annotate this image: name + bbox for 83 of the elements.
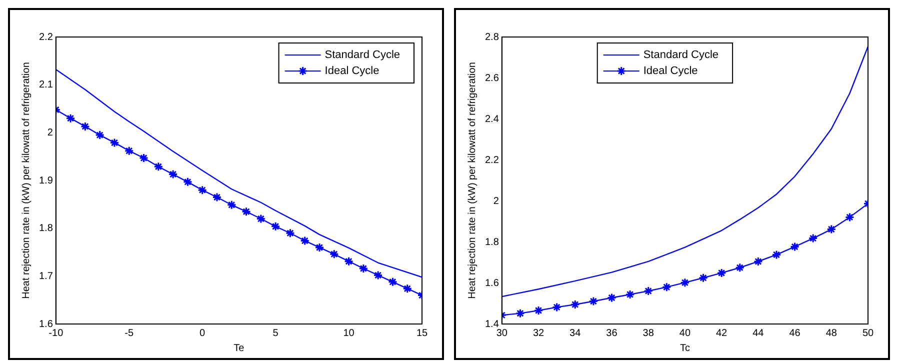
y-tick-label: 1.7: [38, 270, 54, 282]
point: [154, 162, 164, 172]
y-axis-title: Heat rejection rate in (kW) per kilowatt of refrigeration: [20, 62, 32, 299]
point: [534, 306, 544, 316]
point: [790, 242, 800, 252]
y-tick-label: 2.1: [38, 80, 54, 91]
point: [242, 206, 252, 216]
point: [358, 264, 368, 274]
y-tick-label: 2.2: [38, 32, 54, 43]
point: [80, 122, 90, 132]
x-tick-label: -5: [124, 328, 134, 339]
point: [226, 200, 236, 210]
point: [300, 236, 310, 246]
y-tick-label: 1.6: [484, 278, 500, 289]
point: [735, 262, 745, 272]
point: [314, 242, 324, 252]
y-tick-label: 1.4: [484, 318, 500, 330]
point: [680, 278, 690, 288]
point: [625, 290, 635, 300]
x-tick-label: 50: [862, 328, 874, 339]
point: [198, 185, 208, 195]
legend-label: Ideal Cycle: [643, 65, 698, 78]
point: [515, 308, 525, 318]
point: [373, 270, 383, 280]
x-tick-label: 40: [679, 328, 691, 339]
y-tick-label: 1.9: [38, 175, 54, 186]
y-tick-label: 1.8: [38, 223, 54, 234]
y-axis-title: Heat rejection rate in (kW) per kilowatt of refrigeration: [466, 62, 478, 299]
point: [753, 256, 763, 266]
x-tick-label: 10: [343, 328, 355, 339]
y-tick-label: 2: [47, 127, 54, 138]
point: [270, 222, 280, 232]
point: [329, 249, 339, 259]
x-tick-label: 42: [716, 328, 728, 339]
point: [588, 296, 598, 306]
point: [182, 177, 192, 187]
x-tick-label: 15: [416, 328, 428, 339]
y-tick-label: 2.8: [484, 32, 500, 43]
y-tick-label: 1.6: [38, 318, 54, 330]
point: [95, 130, 105, 140]
point: [552, 302, 562, 312]
point: [844, 212, 854, 222]
point: [388, 277, 398, 287]
point: [402, 284, 412, 294]
point: [212, 192, 222, 202]
point: [644, 286, 654, 296]
point: [570, 300, 580, 310]
x-axis-title: Te: [234, 342, 245, 354]
y-tick-label: 2.4: [484, 114, 500, 125]
y-tick-label: 1.8: [484, 236, 500, 248]
y-tick-label: 2: [493, 196, 500, 207]
x-tick-label: 0: [200, 328, 206, 339]
point: [124, 146, 134, 156]
point: [139, 153, 149, 163]
point: [808, 234, 818, 244]
x-tick-label: 36: [606, 328, 618, 339]
legend-label: Standard Cycle: [643, 49, 719, 62]
point: [66, 114, 76, 124]
point: [698, 273, 708, 283]
x-tick-label: 30: [496, 328, 508, 339]
x-tick-label: 32: [532, 328, 545, 339]
x-tick-label: 46: [789, 328, 801, 339]
x-axis-title: Tc: [680, 342, 690, 354]
legend-label: Ideal Cycle: [324, 65, 380, 78]
x-tick-label: 48: [826, 328, 838, 339]
point: [772, 250, 782, 260]
x-tick-label: -10: [48, 328, 64, 339]
y-tick-label: 2.2: [484, 154, 500, 166]
point: [285, 228, 295, 238]
x-tick-label: 44: [752, 328, 764, 339]
point: [256, 214, 266, 224]
y-tick-label: 2.6: [484, 72, 500, 84]
point: [606, 293, 616, 303]
point: [716, 268, 726, 278]
x-tick-label: 34: [570, 328, 582, 339]
point: [168, 170, 178, 180]
x-tick-label: 5: [272, 328, 279, 339]
x-tick-label: 38: [642, 328, 654, 339]
point: [110, 138, 120, 148]
point: [344, 256, 354, 266]
legend-label: Standard Cycle: [324, 49, 400, 62]
point: [662, 282, 672, 292]
point: [826, 224, 836, 234]
